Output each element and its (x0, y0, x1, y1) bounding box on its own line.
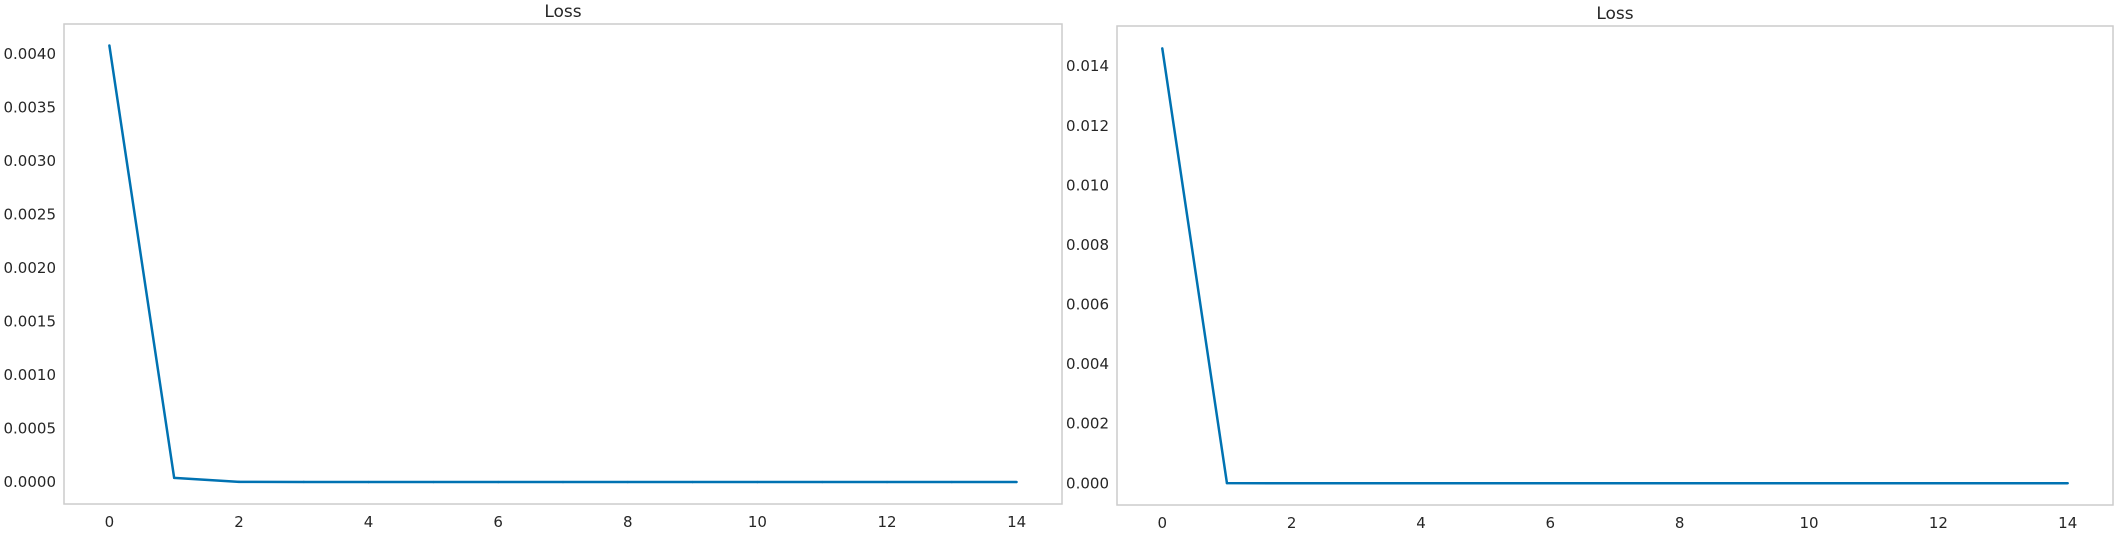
loss-point (1872, 482, 1875, 485)
x-tick-label: 4 (1416, 514, 1426, 532)
loss-point (237, 480, 241, 484)
loss-chart-right: 0 2 4 6 8 10 12 14 0.000 0.002 0.004 0.006 0.008 0.01… (1066, 4, 2114, 532)
y-tick-label: 0.008 (1066, 236, 1109, 254)
y-tick-label: 0.0030 (4, 152, 57, 170)
x-tick-label: 4 (364, 513, 374, 531)
chart-title: Loss (1596, 4, 1633, 24)
y-tick-label: 0.0005 (4, 420, 57, 438)
y-tick-label: 0.012 (1066, 117, 1109, 135)
loss-chart-left: 0 2 4 6 8 10 12 14 0.0000 0.0005 0.0010 0.0015 0.002… (4, 2, 1063, 531)
loss-point (691, 480, 694, 484)
x-tick-label: 2 (1287, 514, 1297, 532)
loss-point (885, 480, 889, 484)
x-tick-label: 12 (1929, 514, 1948, 532)
loss-point (1161, 47, 1164, 50)
loss-point (367, 480, 370, 484)
y-tick-label: 0.0035 (4, 98, 57, 116)
loss-point (2066, 482, 2069, 485)
plot-frame (63, 23, 1063, 505)
y-tick-label: 0.010 (1066, 176, 1109, 194)
loss-point (2001, 482, 2005, 485)
x-tick-label: 0 (1157, 514, 1167, 532)
loss-point (1807, 482, 1811, 485)
loss-point (302, 480, 305, 484)
x-tick-label: 0 (105, 513, 115, 531)
y-tick-label: 0.002 (1066, 415, 1109, 433)
loss-point (1937, 482, 1940, 485)
x-tick-label: 14 (1007, 513, 1026, 531)
loss-point (1225, 481, 1229, 485)
loss-point (1015, 480, 1018, 484)
loss-point (108, 44, 111, 47)
y-tick-label: 0.006 (1066, 296, 1109, 314)
y-tick-label: 0.0020 (4, 259, 57, 277)
y-tick-label: 0.0040 (4, 45, 57, 63)
loss-point (172, 476, 176, 480)
x-tick-label: 12 (877, 513, 896, 531)
x-tick-label: 10 (1799, 514, 1818, 532)
y-tick-label: 0.004 (1066, 355, 1109, 373)
loss-point (1549, 482, 1552, 485)
y-tick-label: 0.0010 (4, 366, 57, 384)
y-tick-label: 0.0025 (4, 206, 57, 224)
loss-point (1678, 482, 1681, 485)
loss-point (626, 480, 630, 484)
x-tick-label: 10 (748, 513, 767, 531)
loss-point (496, 480, 500, 484)
chart-title: Loss (544, 2, 581, 22)
loss-point (432, 480, 435, 484)
loss-point (1355, 482, 1358, 485)
loss-point (950, 480, 954, 484)
x-tick-label: 8 (1675, 514, 1685, 532)
x-tick-label: 8 (623, 513, 633, 531)
x-tick-label: 6 (493, 513, 503, 531)
plot-frame (1116, 25, 2114, 506)
loss-point (756, 480, 759, 484)
y-tick-label: 0.014 (1066, 57, 1109, 75)
loss-point (1743, 482, 1746, 485)
x-tick-label: 2 (234, 513, 244, 531)
y-tick-label: 0.000 (1066, 474, 1109, 492)
x-tick-label: 14 (2058, 514, 2077, 532)
loss-point (1613, 482, 1617, 485)
loss-point (821, 480, 824, 484)
loss-point (1290, 482, 1293, 485)
loss-point (561, 480, 565, 484)
y-tick-label: 0.0000 (4, 473, 57, 491)
y-tick-label: 0.0015 (4, 313, 57, 331)
loss-point (1419, 482, 1423, 485)
x-tick-label: 6 (1546, 514, 1556, 532)
loss-point (1484, 482, 1487, 485)
